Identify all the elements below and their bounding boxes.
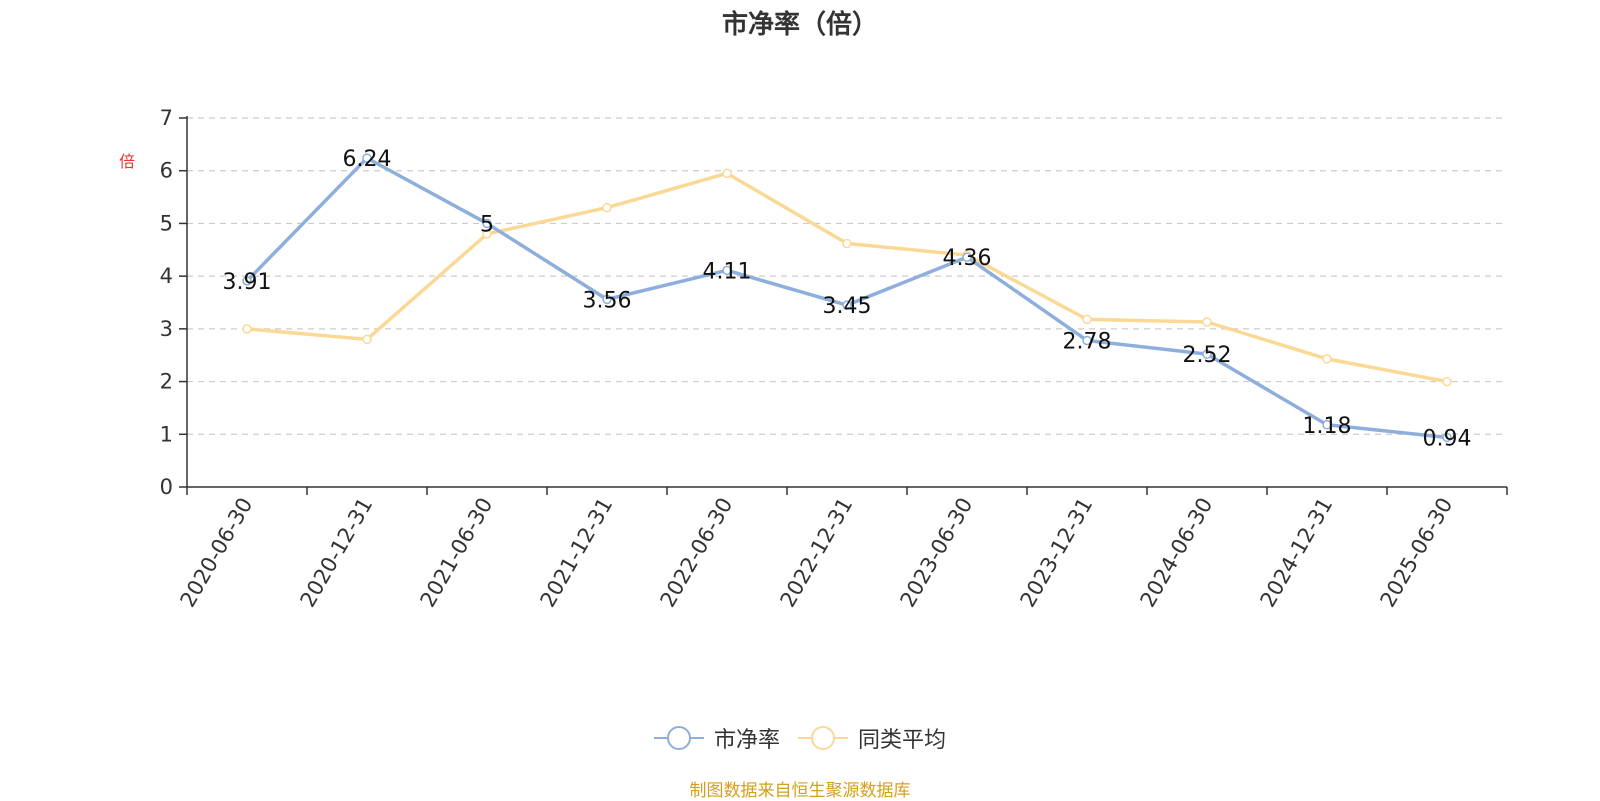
data-point-peer-average	[602, 202, 612, 213]
x-tick-label: 2021-06-30	[416, 494, 498, 612]
y-tick-label: 2	[160, 370, 173, 394]
y-tick-label: 4	[160, 264, 173, 288]
data-label: 3.45	[823, 294, 872, 319]
data-point-pb	[242, 276, 252, 286]
data-point-pb	[842, 300, 852, 310]
data-label: 5	[480, 212, 494, 237]
data-point-peer-average	[242, 324, 252, 334]
legend-item-pb[interactable]: 市净率	[653, 722, 780, 754]
data-label: 4.11	[703, 259, 752, 284]
data-label: 6.24	[343, 147, 392, 172]
y-tick-label: 6	[160, 159, 173, 183]
legend-peer-average-icon	[798, 726, 848, 750]
data-point-peer-average	[1202, 317, 1212, 327]
data-point-peer-average	[1082, 314, 1092, 325]
x-tick-label: 2020-06-30	[176, 494, 258, 612]
x-tick-label: 2023-12-31	[1016, 494, 1098, 612]
data-label: 1.18	[1303, 414, 1352, 439]
data-source-note: 制图数据来自恒生聚源数据库	[689, 781, 911, 801]
data-point-peer-average	[1322, 354, 1332, 364]
data-point-peer-average	[1442, 376, 1452, 387]
legend-pb-icon	[653, 726, 704, 750]
data-point-pb	[362, 153, 372, 163]
y-tick-label: 0	[160, 475, 173, 499]
x-tick-label: 2023-06-30	[896, 494, 978, 612]
x-tick-label: 2022-12-31	[776, 494, 858, 612]
y-tick-label: 7	[160, 106, 173, 130]
data-point-pb	[482, 218, 492, 229]
data-label: 3.91	[223, 270, 272, 295]
data-point-pb	[602, 294, 612, 305]
data-point-peer-average	[722, 168, 732, 179]
y-tick-label: 1	[160, 422, 173, 446]
legend-item-peer-average[interactable]: 同类平均	[798, 722, 946, 754]
x-tick-label: 2022-06-30	[656, 494, 738, 612]
data-point-peer-average	[362, 334, 372, 345]
legend: 市净率 同类平均	[0, 722, 1600, 754]
chart-title: 市净率（倍）	[721, 10, 878, 40]
legend-peer-average-label: 同类平均	[858, 728, 947, 753]
data-point-pb	[1322, 420, 1332, 430]
x-tick-label: 2024-06-30	[1136, 494, 1218, 612]
axes: 0 1 2 3 4 5 6 7 2020-06-30 2020-12-31 2021-06-30 20…	[160, 106, 1508, 612]
data-point-pb	[962, 252, 972, 262]
data-label: 2.78	[1063, 329, 1112, 354]
gridlines	[187, 117, 1507, 435]
data-label: 2.52	[1183, 343, 1232, 368]
y-axis-label: 倍	[118, 152, 135, 171]
data-label: 0.94	[1423, 426, 1472, 451]
y-tick-label: 5	[160, 211, 173, 235]
data-point-peer-average	[842, 238, 852, 249]
data-labels: 3.91 6.24 5 3.56 4.11 3.45 4.36 2.78 2.52 1.18 0.9…	[223, 147, 1472, 451]
legend-pb-label: 市净率	[713, 728, 780, 753]
data-point-pb	[1082, 335, 1092, 346]
data-point-peer-average	[482, 229, 492, 239]
data-point-pb	[1442, 432, 1452, 443]
series-group	[242, 153, 1452, 443]
x-tick-label: 2020-12-31	[296, 494, 378, 612]
data-point-pb	[1202, 349, 1212, 359]
data-label: 3.56	[583, 288, 632, 313]
data-label: 4.36	[943, 246, 992, 271]
x-tick-label: 2021-12-31	[536, 494, 618, 612]
series-line-peer-average	[246, 171, 1448, 384]
y-tick-label: 3	[160, 317, 173, 341]
data-point-pb	[722, 265, 732, 276]
x-tick-label: 2025-06-30	[1376, 494, 1458, 612]
x-tick-label: 2024-12-31	[1256, 494, 1338, 612]
